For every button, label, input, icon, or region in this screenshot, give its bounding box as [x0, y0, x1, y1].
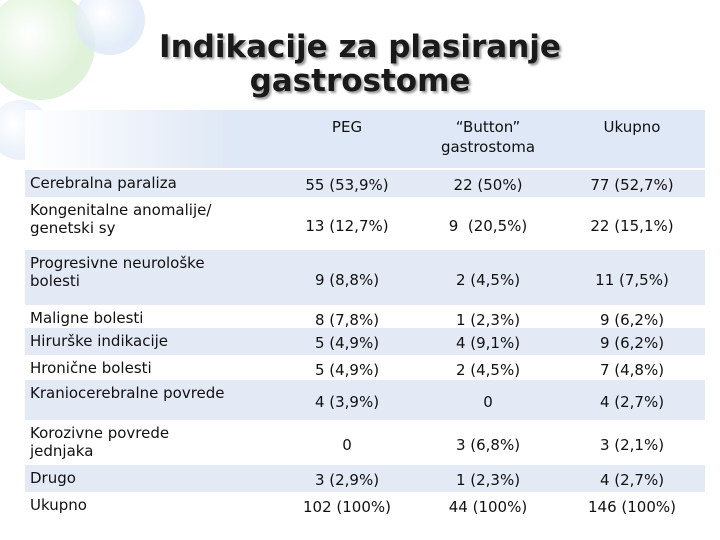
row-label: bolesti	[30, 272, 80, 290]
title-line: Indikacije za plasiranje	[159, 29, 561, 65]
row-band	[25, 355, 705, 380]
row-label: Korozivne povrede	[30, 424, 170, 442]
row-band	[25, 380, 705, 420]
row-label: Drugo	[30, 469, 76, 487]
title-line: gastrostome	[249, 63, 471, 99]
row-band	[25, 250, 705, 305]
table-cell: 55 (53,9%)	[305, 176, 389, 194]
table-cell: 5 (4,9%)	[314, 361, 380, 379]
row-label: Maligne bolesti	[30, 309, 144, 327]
column-header: Ukupno	[603, 118, 661, 136]
row-band	[25, 465, 705, 492]
table-cell: 1 (2,3%)	[455, 471, 521, 489]
table-cell: 4 (2,7%)	[599, 393, 665, 411]
table-cell: 146 (100%)	[588, 498, 676, 516]
table-cell: 0	[342, 435, 352, 454]
table-cell: 9 (8,8%)	[314, 270, 380, 289]
table-cell: 0	[483, 393, 493, 411]
table-cell: 7 (4,8%)	[599, 361, 665, 379]
column-header: “Button”	[455, 118, 521, 136]
row-label: Progresivne neurološke	[30, 254, 205, 272]
row-label: Kongenitalne anomalije/	[30, 201, 212, 219]
column-header: gastrostoma	[440, 138, 536, 156]
table-cell: 44 (100%)	[448, 498, 528, 516]
row-band	[25, 170, 705, 197]
row-label: genetski sy	[30, 219, 116, 237]
row-band	[25, 420, 705, 465]
table-cell: 11 (7,5%)	[595, 270, 669, 289]
row-band	[25, 305, 705, 328]
table-cell: 9 (6,2%)	[599, 311, 665, 329]
table-cell: 9 (6,2%)	[599, 334, 665, 352]
table-cell: 102 (100%)	[303, 498, 391, 516]
table-cell: 3 (6,8%)	[455, 435, 521, 454]
slide-title: Indikacije za plasiranje gastrostome	[0, 30, 720, 98]
row-label: Hronične bolesti	[30, 359, 152, 377]
table-cell: 4 (2,7%)	[599, 471, 665, 489]
row-label: Ukupno	[30, 496, 87, 514]
table-cell: 22 (15,1%)	[590, 216, 674, 235]
row-label: Kraniocerebralne povrede	[30, 384, 225, 402]
table-cell: 13 (12,7%)	[305, 216, 389, 235]
table-cell: 5 (4,9%)	[314, 334, 380, 352]
row-label: Hirurške indikacije	[30, 332, 169, 350]
table-cell: 2 (4,5%)	[455, 361, 521, 379]
table-cell: 3 (2,9%)	[314, 471, 380, 489]
header-band	[25, 110, 705, 168]
column-header: PEG	[331, 118, 363, 136]
row-band	[25, 197, 705, 250]
table-cell: 2 (4,5%)	[455, 270, 521, 289]
row-band	[25, 328, 705, 355]
row-label: jednjaka	[30, 442, 94, 460]
row-band	[25, 492, 705, 525]
row-label: Cerebralna paraliza	[30, 174, 177, 192]
table-cell: 77 (52,7%)	[590, 176, 674, 194]
table-cell: 4 (3,9%)	[314, 393, 380, 411]
table-cell: 9 (20,5%)	[448, 216, 528, 235]
table-cell: 4 (9,1%)	[455, 334, 521, 352]
table-cell: 1 (2,3%)	[455, 311, 521, 329]
table-cell: 3 (2,1%)	[599, 435, 665, 454]
table-cell: 8 (7,8%)	[314, 311, 380, 329]
table-cell: 22 (50%)	[453, 176, 523, 194]
